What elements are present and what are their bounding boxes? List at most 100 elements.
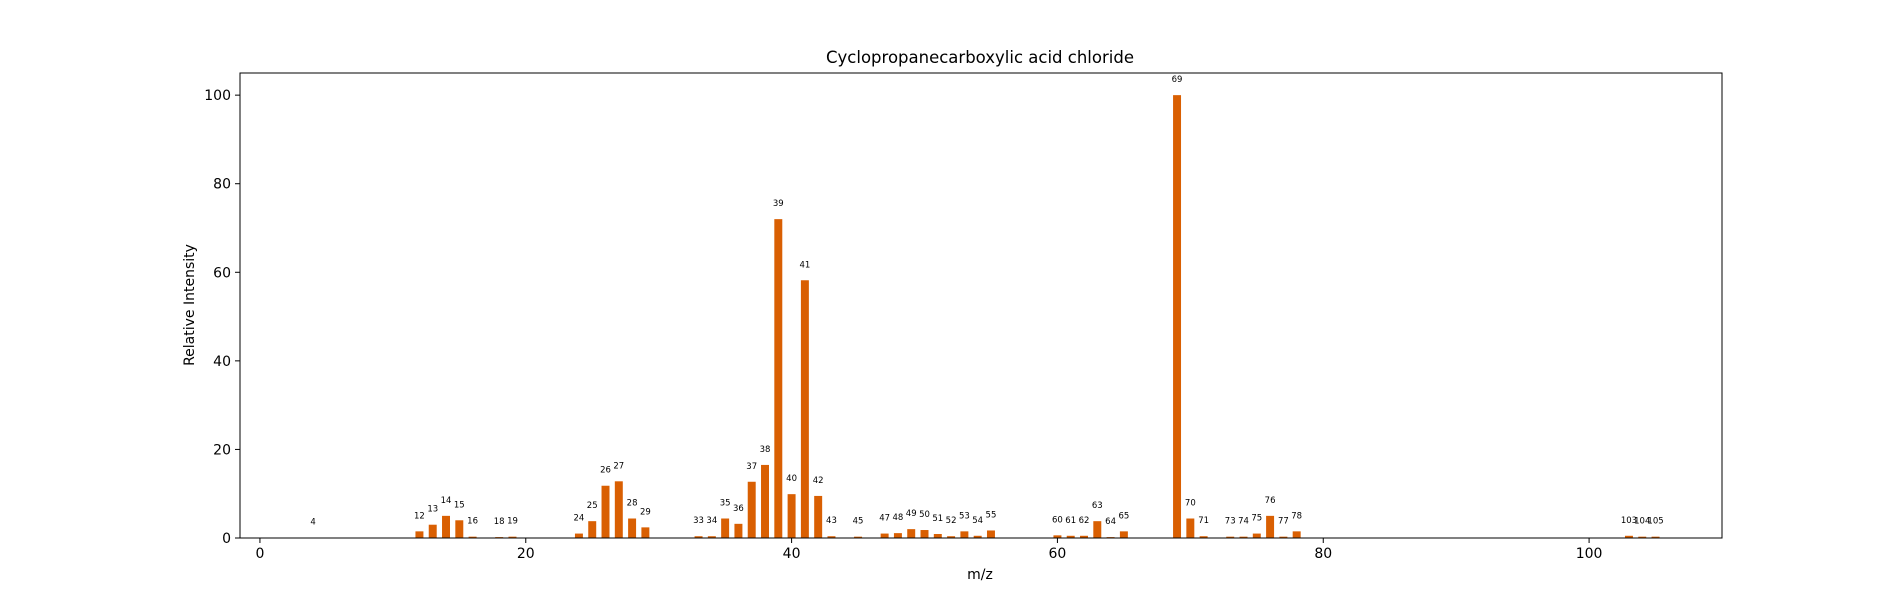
bar-label-mz-74: 74 [1238, 517, 1249, 527]
bar-label-mz-26: 26 [600, 466, 611, 476]
bar-mz-28 [628, 518, 637, 538]
bar-label-mz-13: 13 [427, 505, 438, 515]
bar-label-mz-104: 104 [1634, 517, 1650, 527]
x-axis-label: m/z [967, 567, 993, 583]
bar-mz-35 [721, 518, 730, 538]
bar-label-mz-41: 41 [799, 260, 810, 270]
bar-mz-40 [787, 494, 796, 538]
bar-mz-74 [1239, 536, 1248, 538]
bar-mz-105 [1651, 536, 1660, 538]
bar-mz-55 [986, 530, 995, 538]
bar-mz-50 [920, 530, 929, 538]
bar-mz-12 [415, 531, 424, 538]
bar-mz-104 [1638, 536, 1647, 538]
bar-mz-54 [973, 535, 982, 538]
chart-title: Cyclopropanecarboxylic acid chloride [826, 48, 1134, 67]
bar-label-mz-28: 28 [627, 499, 638, 509]
bar-mz-39 [774, 219, 783, 538]
x-tick-label-60: 60 [1049, 546, 1067, 562]
bar-label-mz-52: 52 [946, 516, 957, 526]
bar-mz-26 [601, 485, 610, 538]
bar-label-mz-4: 4 [310, 518, 315, 528]
bar-label-mz-36: 36 [733, 504, 744, 514]
bar-label-mz-48: 48 [893, 513, 904, 523]
bar-mz-41 [800, 280, 809, 538]
bar-label-mz-24: 24 [574, 514, 585, 524]
bar-label-mz-35: 35 [720, 499, 731, 509]
y-tick-label-20: 20 [213, 442, 231, 458]
bar-label-mz-29: 29 [640, 507, 651, 517]
bar-mz-16 [468, 536, 477, 538]
bar-label-mz-60: 60 [1052, 515, 1063, 525]
bar-label-mz-103: 103 [1621, 516, 1637, 526]
bar-mz-25 [588, 521, 597, 538]
y-tick-label-60: 60 [213, 265, 231, 281]
bar-mz-38 [761, 464, 769, 538]
bar-label-mz-39: 39 [773, 199, 784, 209]
bar-mz-14 [442, 515, 450, 538]
y-tick-label-100: 100 [204, 88, 231, 104]
bar-label-mz-50: 50 [919, 510, 930, 520]
bar-label-mz-49: 49 [906, 509, 917, 519]
bar-mz-47 [880, 533, 889, 538]
x-tick-label-80: 80 [1314, 546, 1332, 562]
bar-mz-70 [1186, 518, 1195, 538]
bar-mz-77 [1279, 536, 1288, 538]
y-axis-label: Relative Intensity [182, 244, 198, 366]
x-tick-label-40: 40 [783, 546, 801, 562]
bar-label-mz-15: 15 [454, 500, 465, 510]
bar-mz-49 [907, 529, 916, 538]
bar-label-mz-61: 61 [1065, 516, 1076, 526]
bar-label-mz-43: 43 [826, 516, 837, 526]
bar-label-mz-54: 54 [972, 516, 983, 526]
x-axis: 0 20 40 60 80 100 [255, 538, 1602, 562]
bar-label-mz-53: 53 [959, 511, 970, 521]
bar-mz-29 [641, 527, 650, 538]
bar-mz-75 [1252, 533, 1261, 538]
bar-mz-78 [1292, 531, 1301, 538]
bar-mz-37 [747, 481, 756, 538]
bar-mz-61 [1066, 535, 1075, 538]
bar-mz-103 [1624, 535, 1633, 538]
bar-label-mz-40: 40 [786, 474, 797, 484]
bar-mz-27 [614, 481, 623, 538]
y-tick-label-0: 0 [222, 531, 231, 547]
bar-mz-34 [707, 536, 716, 538]
bar-label-mz-47: 47 [879, 514, 890, 524]
bar-label-mz-38: 38 [760, 445, 771, 455]
bar-mz-69 [1173, 95, 1182, 538]
bar-mz-60 [1053, 535, 1062, 538]
bar-label-mz-27: 27 [613, 461, 624, 471]
bar-mz-71 [1199, 536, 1208, 538]
bar-label-mz-105: 105 [1647, 517, 1663, 527]
bar-label-mz-19: 19 [507, 517, 518, 527]
bar-label-mz-16: 16 [467, 517, 478, 527]
bar-mz-76 [1266, 515, 1275, 538]
bar-mz-15 [455, 520, 464, 538]
bar-label-mz-14: 14 [441, 496, 452, 506]
x-tick-label-100: 100 [1576, 546, 1603, 562]
bar-mz-48 [893, 533, 902, 538]
bar-mz-24 [574, 533, 583, 538]
bar-mz-43 [827, 536, 836, 538]
y-tick-label-80: 80 [213, 177, 231, 193]
bar-mz-73 [1226, 536, 1235, 538]
bar-label-mz-65: 65 [1118, 511, 1129, 521]
bar-mz-19 [508, 536, 517, 538]
bar-label-mz-73: 73 [1225, 517, 1236, 527]
bar-label-mz-70: 70 [1185, 499, 1196, 509]
bar-mz-51 [933, 534, 942, 538]
bar-label-mz-76: 76 [1265, 496, 1276, 506]
y-axis: 0 20 40 60 80 100 [204, 88, 240, 547]
bar-label-mz-33: 33 [693, 516, 704, 526]
bar-mz-53 [960, 531, 969, 538]
bar-mz-52 [947, 536, 956, 538]
bar-label-mz-34: 34 [706, 516, 717, 526]
bar-label-mz-25: 25 [587, 501, 598, 511]
y-tick-label-40: 40 [213, 354, 231, 370]
x-tick-label-0: 0 [255, 546, 264, 562]
bar-mz-13 [428, 524, 437, 538]
